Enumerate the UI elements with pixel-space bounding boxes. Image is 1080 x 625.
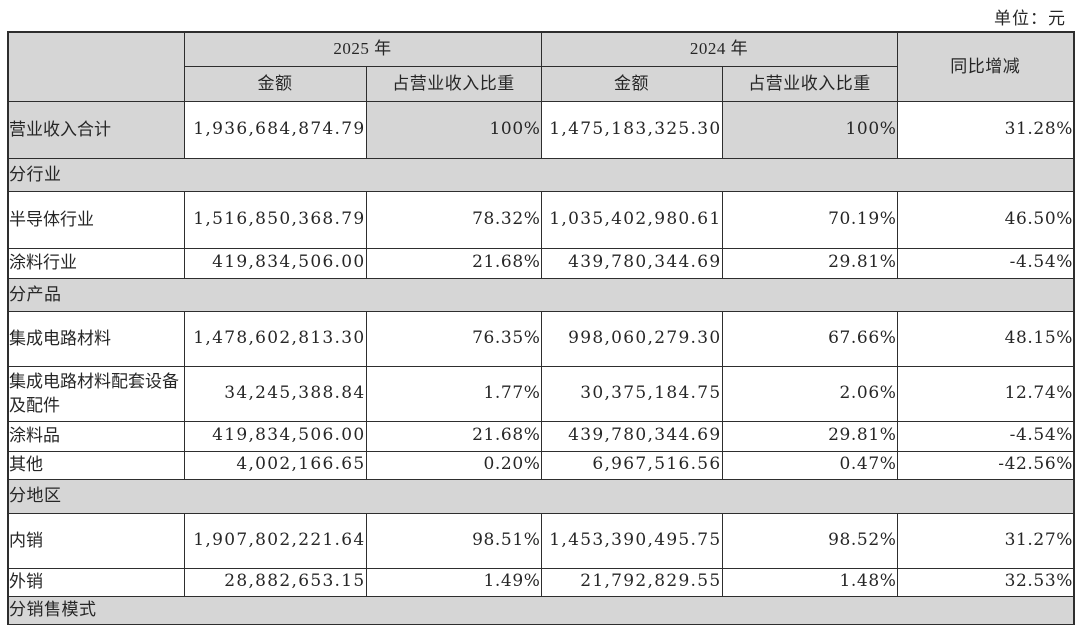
section-label: 分行业 <box>7 157 1075 192</box>
row-label: 涂料品 <box>7 420 185 452</box>
ratio-2025-cell: 21.68% <box>365 420 542 452</box>
table-row: 涂料行业 419,834,506.00 21.68% 439,780,344.6… <box>7 247 1075 279</box>
amount-2024-cell: 439,780,344.69 <box>540 420 723 452</box>
row-label: 其他 <box>7 450 185 480</box>
yoy-cell: -42.56% <box>896 450 1075 480</box>
ratio-2024-cell: 100% <box>721 100 898 159</box>
amount-2024-cell: 998,060,279.30 <box>540 310 723 367</box>
ratio-2025-cell: 100% <box>365 100 542 159</box>
table-row: 外销 28,882,653.15 1.49% 21,792,829.55 1.4… <box>7 567 1075 597</box>
ratio-2025-cell: 0.20% <box>365 450 542 480</box>
amount-2025-cell: 28,882,653.15 <box>183 567 367 597</box>
section-row: 分产品 <box>7 277 1075 312</box>
yoy-cell: 31.28% <box>896 100 1075 159</box>
ratio-2025-cell: 1.49% <box>365 567 542 597</box>
ratio-2025-cell: 98.51% <box>365 512 542 569</box>
col-header-ratio-2025: 占营业收入比重 <box>365 65 542 102</box>
ratio-2024-cell: 29.81% <box>721 420 898 452</box>
yoy-cell: 32.53% <box>896 567 1075 597</box>
corner-cell <box>7 31 185 102</box>
amount-2025-cell: 419,834,506.00 <box>183 247 367 279</box>
table-row: 内销 1,907,802,221.64 98.51% 1,453,390,495… <box>7 512 1075 569</box>
yoy-cell: 31.27% <box>896 512 1075 569</box>
amount-2024-cell: 1,453,390,495.75 <box>540 512 723 569</box>
table-row: 集成电路材料配套设备及配件 34,245,388.84 1.77% 30,375… <box>7 365 1075 422</box>
col-header-amount-2024: 金额 <box>540 65 723 102</box>
ratio-2024-cell: 29.81% <box>721 247 898 279</box>
row-label: 内销 <box>7 512 185 569</box>
table-row: 其他 4,002,166.65 0.20% 6,967,516.56 0.47%… <box>7 450 1075 480</box>
section-row: 分销售模式 <box>7 595 1075 625</box>
ratio-2025-cell: 21.68% <box>365 247 542 279</box>
table-row: 半导体行业 1,516,850,368.79 78.32% 1,035,402,… <box>7 190 1075 249</box>
table-row-total: 营业收入合计 1,936,684,874.79 100% 1,475,183,3… <box>7 100 1075 159</box>
unit-label: 单位：元 <box>994 9 1066 28</box>
amount-2024-cell: 21,792,829.55 <box>540 567 723 597</box>
yoy-cell: 48.15% <box>896 310 1075 367</box>
row-label: 集成电路材料配套设备及配件 <box>7 365 185 422</box>
amount-2024-cell: 30,375,184.75 <box>540 365 723 422</box>
yoy-cell: 46.50% <box>896 190 1075 249</box>
section-label: 分地区 <box>7 478 1075 514</box>
header-row-years: 2025 年 2024 年 同比增减 <box>7 31 1075 102</box>
row-label: 集成电路材料 <box>7 310 185 367</box>
col-header-yoy: 同比增减 <box>896 31 1075 102</box>
amount-2024-cell: 1,035,402,980.61 <box>540 190 723 249</box>
table-row: 集成电路材料 1,478,602,813.30 76.35% 998,060,2… <box>7 310 1075 367</box>
ratio-2024-cell: 67.66% <box>721 310 898 367</box>
yoy-cell: -4.54% <box>896 247 1075 279</box>
ratio-2025-cell: 1.77% <box>365 365 542 422</box>
yoy-cell: -4.54% <box>896 420 1075 452</box>
ratio-2025-cell: 78.32% <box>365 190 542 249</box>
ratio-2024-cell: 98.52% <box>721 512 898 569</box>
yoy-cell: 12.74% <box>896 365 1075 422</box>
revenue-table: 2025 年 2024 年 同比增减 金额 占营业收入比重 金额 占营业收入比重… <box>7 31 1075 625</box>
section-label: 分销售模式 <box>7 595 1075 625</box>
col-header-amount-2025: 金额 <box>183 65 367 102</box>
ratio-2024-cell: 1.48% <box>721 567 898 597</box>
amount-2025-cell: 1,907,802,221.64 <box>183 512 367 569</box>
row-label: 营业收入合计 <box>7 100 185 159</box>
amount-2025-cell: 34,245,388.84 <box>183 365 367 422</box>
col-header-2024: 2024 年 <box>540 31 898 67</box>
amount-2025-cell: 1,516,850,368.79 <box>183 190 367 249</box>
table-row: 涂料品 419,834,506.00 21.68% 439,780,344.69… <box>7 420 1075 452</box>
col-header-ratio-2024: 占营业收入比重 <box>721 65 898 102</box>
col-header-2025: 2025 年 <box>183 31 542 67</box>
row-label: 涂料行业 <box>7 247 185 279</box>
amount-2025-cell: 1,936,684,874.79 <box>183 100 367 159</box>
ratio-2025-cell: 76.35% <box>365 310 542 367</box>
amount-2025-cell: 4,002,166.65 <box>183 450 367 480</box>
amount-2024-cell: 439,780,344.69 <box>540 247 723 279</box>
section-label: 分产品 <box>7 277 1075 312</box>
amount-2025-cell: 419,834,506.00 <box>183 420 367 452</box>
ratio-2024-cell: 0.47% <box>721 450 898 480</box>
row-label: 半导体行业 <box>7 190 185 249</box>
section-row: 分地区 <box>7 478 1075 514</box>
amount-2024-cell: 6,967,516.56 <box>540 450 723 480</box>
ratio-2024-cell: 2.06% <box>721 365 898 422</box>
amount-2024-cell: 1,475,183,325.30 <box>540 100 723 159</box>
row-label: 外销 <box>7 567 185 597</box>
ratio-2024-cell: 70.19% <box>721 190 898 249</box>
amount-2025-cell: 1,478,602,813.30 <box>183 310 367 367</box>
header-row-measures: 金额 占营业收入比重 金额 占营业收入比重 <box>8 65 1074 102</box>
section-row: 分行业 <box>7 157 1075 192</box>
